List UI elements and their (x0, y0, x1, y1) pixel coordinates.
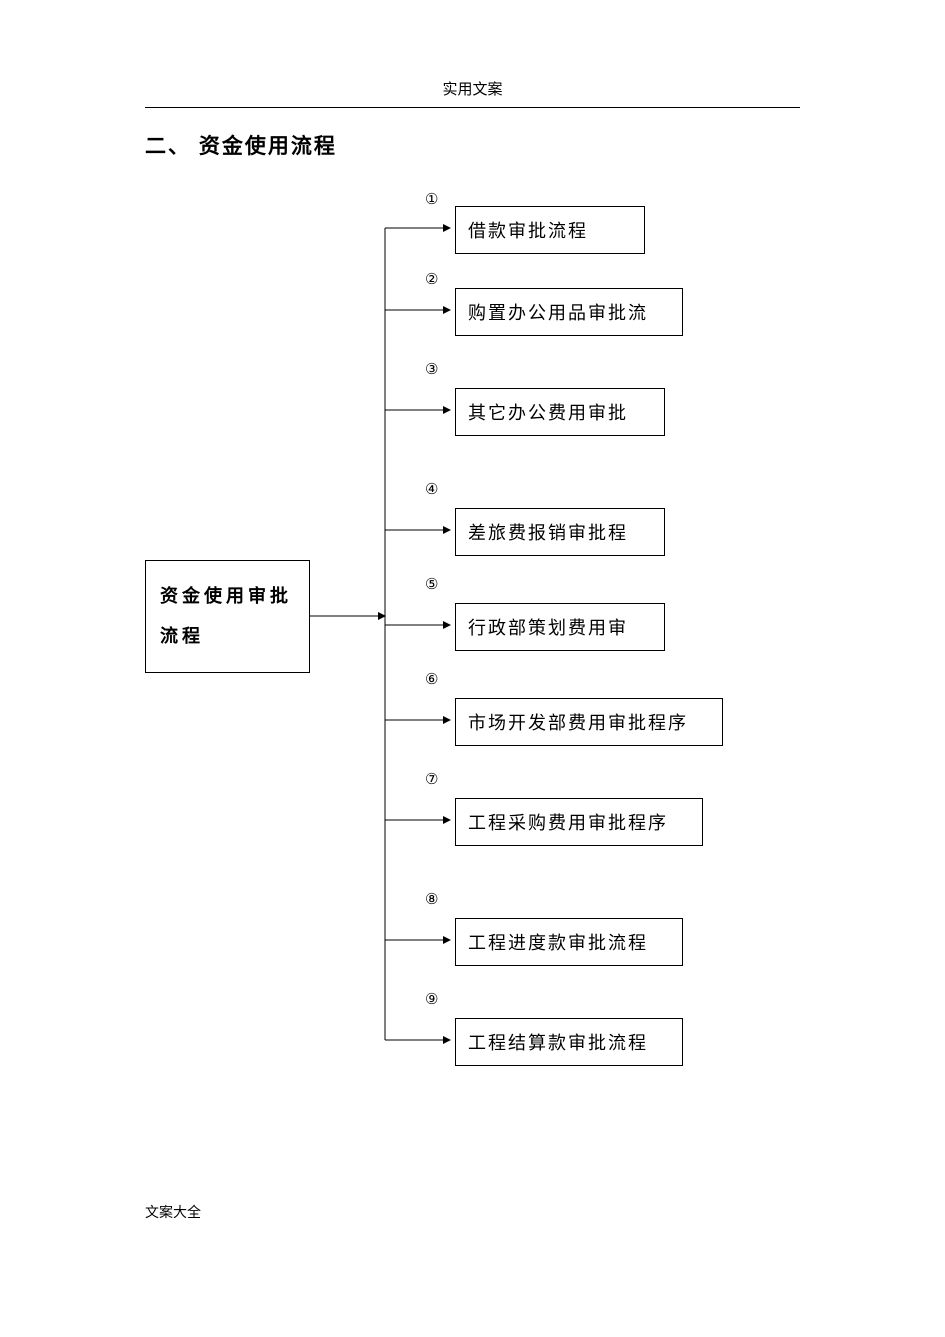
child-node: 差旅费报销审批程 (455, 508, 665, 556)
child-node: 其它办公费用审批 (455, 388, 665, 436)
branch-number: ⑨ (425, 990, 438, 1008)
page-header: 实用文案 (145, 78, 800, 108)
root-node: 资金使用审批流程 (145, 560, 310, 673)
branch-number: ③ (425, 360, 438, 378)
section-title: 二、 资金使用流程 (145, 130, 337, 160)
branch-number: ⑧ (425, 890, 438, 908)
branch-number: ① (425, 190, 438, 208)
flowchart-diagram: 资金使用审批流程 ① 借款审批流程 ② 购置办公用品审批流 ③ 其它办公费用审批 ④ 差旅费报销… (145, 190, 845, 1110)
branch-number: ⑦ (425, 770, 438, 788)
page-footer: 文案大全 (145, 1202, 201, 1222)
child-node: 工程采购费用审批程序 (455, 798, 703, 846)
child-node: 工程结算款审批流程 (455, 1018, 683, 1066)
branch-number: ② (425, 270, 438, 288)
child-node: 工程进度款审批流程 (455, 918, 683, 966)
child-node: 购置办公用品审批流 (455, 288, 683, 336)
child-node: 市场开发部费用审批程序 (455, 698, 723, 746)
branch-number: ⑥ (425, 670, 438, 688)
child-node: 借款审批流程 (455, 206, 645, 254)
child-node: 行政部策划费用审 (455, 603, 665, 651)
branch-number: ④ (425, 480, 438, 498)
branch-number: ⑤ (425, 575, 438, 593)
